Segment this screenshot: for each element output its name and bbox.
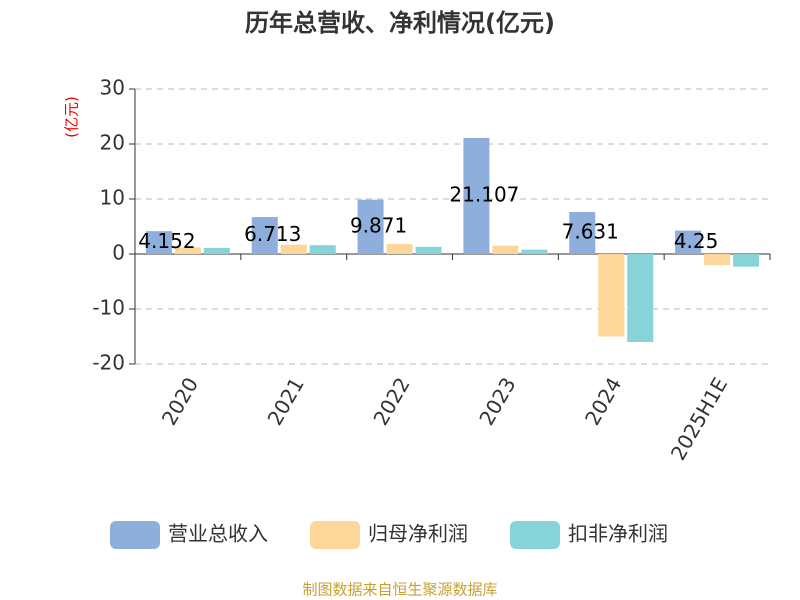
bar: [357, 199, 384, 254]
bar: [492, 245, 519, 254]
bar: [309, 245, 336, 254]
data-label: 7.631: [562, 220, 619, 244]
x-tick-label: 2025H1E: [666, 373, 732, 464]
y-tick-label: 20: [100, 131, 125, 155]
y-tick-label: 0: [112, 241, 125, 265]
data-label: 6.713: [244, 222, 301, 246]
y-tick-label: 10: [100, 186, 125, 210]
bar: [521, 249, 548, 254]
legend-label: 营业总收入: [168, 522, 268, 546]
bar: [463, 137, 490, 254]
legend-swatch: [110, 521, 160, 549]
bar: [174, 247, 201, 254]
data-label: 21.107: [449, 182, 519, 206]
bar: [598, 254, 625, 337]
legend-label: 归母净利润: [368, 522, 468, 546]
source-note: 制图数据来自恒生聚源数据库: [302, 581, 497, 599]
y-tick-label: 30: [100, 76, 125, 100]
legend-swatch: [310, 521, 360, 549]
data-label: 4.25: [674, 229, 719, 253]
chart-title: 历年总营收、净利情况(亿元): [245, 9, 555, 37]
legend-label: 扣非净利润: [568, 522, 668, 546]
y-axis-label: (亿元): [63, 96, 81, 138]
bar: [675, 230, 702, 254]
x-tick-label: 2024: [580, 373, 626, 429]
data-label: 9.871: [350, 213, 407, 237]
bar: [569, 212, 596, 254]
x-tick-label: 2022: [368, 373, 414, 429]
bar: [627, 254, 654, 342]
bar: [145, 231, 172, 254]
data-label: 4.152: [138, 229, 195, 253]
bar: [386, 244, 413, 254]
bar: [415, 246, 442, 254]
y-tick-label: -20: [92, 351, 125, 375]
x-tick-label: 2023: [474, 373, 520, 429]
bar: [251, 217, 278, 254]
legend-swatch: [510, 521, 560, 549]
x-tick-label: 2020: [157, 373, 203, 429]
bar: [280, 244, 307, 254]
x-tick-label: 2021: [263, 373, 309, 429]
y-tick-label: -10: [92, 296, 125, 320]
bar: [733, 254, 760, 267]
bar: [203, 247, 230, 254]
bar: [704, 254, 731, 265]
